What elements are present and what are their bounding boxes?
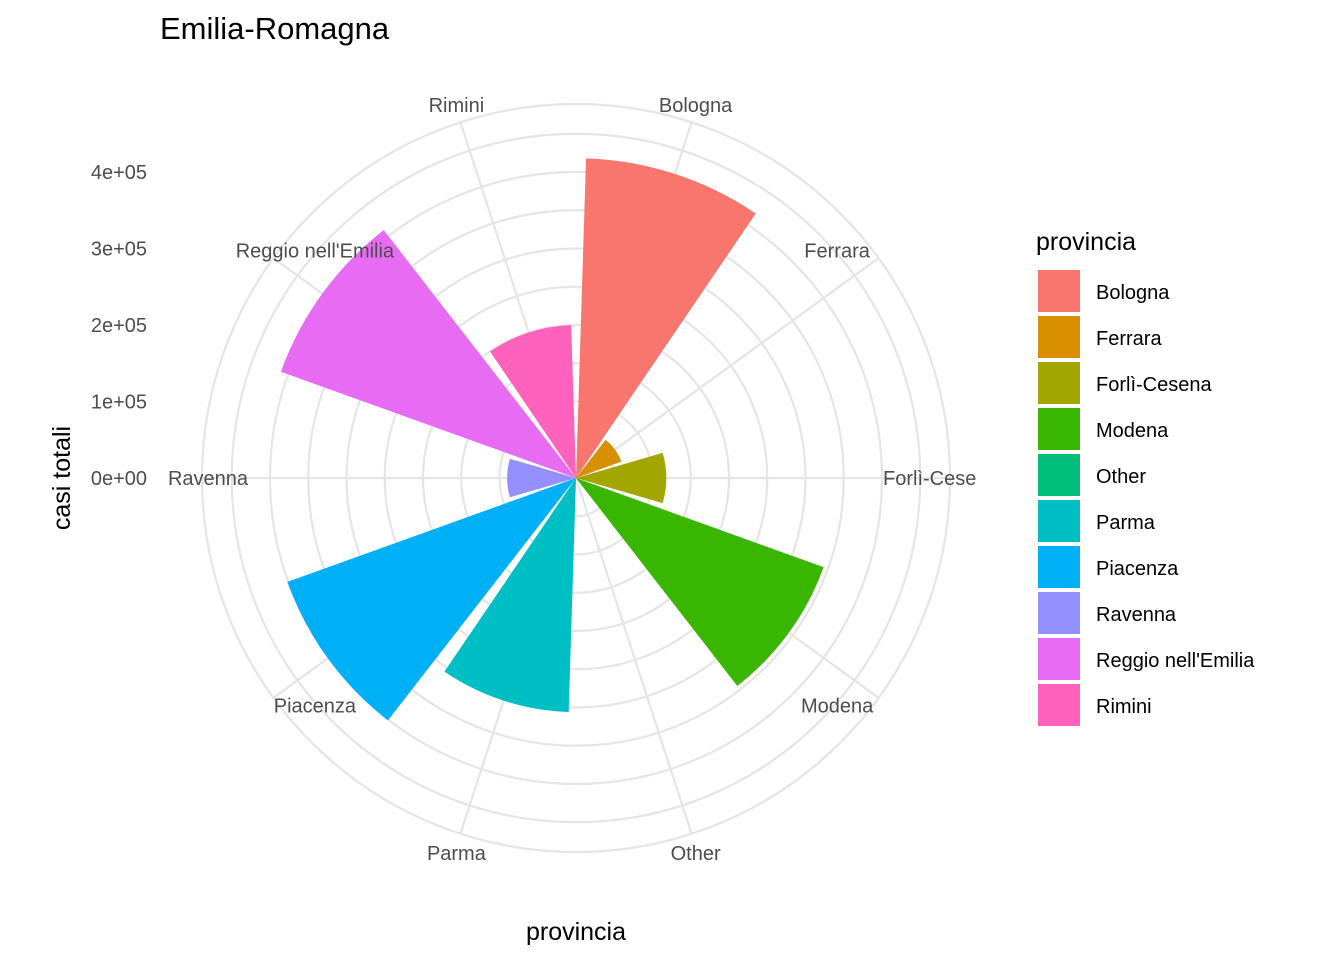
legend-label: Ravenna <box>1096 604 1177 626</box>
y-tick-labels: 0e+00 1e+05 2e+05 3e+05 4e+05 <box>91 162 147 490</box>
y-axis-title: casi totali <box>48 426 76 530</box>
chart-title: Emilia-Romagna <box>160 11 390 46</box>
bar-forl-cesena <box>576 452 667 504</box>
category-label: Modena <box>801 696 874 718</box>
y-tick-label: 1e+05 <box>91 392 147 414</box>
x-axis-title: provincia <box>526 918 626 946</box>
grid-spoke <box>575 257 880 479</box>
category-label: Ferrara <box>804 241 870 263</box>
legend-label: Ferrara <box>1096 328 1162 350</box>
legend-items: Bologna Ferrara Forlì-Cesena Modena Other Par… <box>1038 270 1255 726</box>
grid-spoke <box>574 477 693 835</box>
legend-title: provincia <box>1036 228 1136 256</box>
legend-label: Piacenza <box>1096 558 1179 580</box>
legend-swatch <box>1038 454 1080 496</box>
legend-label: Parma <box>1096 512 1156 534</box>
category-labels: Bologna Ferrara Forlì-Cese Modena Other Parma… <box>168 95 976 865</box>
legend-swatch <box>1038 500 1080 542</box>
legend-swatch <box>1038 638 1080 680</box>
category-label: Ravenna <box>168 468 249 490</box>
legend-label: Rimini <box>1096 696 1152 718</box>
y-tick-label: 3e+05 <box>91 239 147 261</box>
category-label: Forlì-Cese <box>883 468 976 490</box>
y-tick-label: 0e+00 <box>91 468 147 490</box>
category-label: Piacenza <box>274 696 357 718</box>
legend-label: Bologna <box>1096 282 1170 304</box>
bar-rimini <box>490 325 576 478</box>
bar-ferrara <box>576 439 622 478</box>
bar-modena <box>576 478 824 686</box>
category-label: Reggio nell'Emilia <box>236 241 395 263</box>
bar-reggio-nell-emilia <box>280 230 576 478</box>
legend-label: Other <box>1096 466 1146 488</box>
bar-piacenza <box>287 478 576 721</box>
legend-swatch <box>1038 684 1080 726</box>
category-label: Rimini <box>429 95 485 117</box>
legend-swatch <box>1038 316 1080 358</box>
legend-swatch <box>1038 408 1080 450</box>
legend-label: Reggio nell'Emilia <box>1096 650 1255 672</box>
bar-ravenna <box>507 458 576 498</box>
legend-swatch <box>1038 362 1080 404</box>
legend-label: Modena <box>1096 420 1169 442</box>
category-label: Parma <box>427 843 487 865</box>
legend: provincia Bologna Ferrara Forlì-Cesena Mode… <box>1036 228 1255 726</box>
legend-label: Forlì-Cesena <box>1096 374 1212 396</box>
bar-parma <box>444 478 576 712</box>
legend-swatch <box>1038 270 1080 312</box>
category-label: Other <box>671 843 721 865</box>
bars <box>280 158 824 721</box>
legend-swatch <box>1038 592 1080 634</box>
bar-bologna <box>576 158 756 478</box>
category-label: Bologna <box>659 95 733 117</box>
legend-swatch <box>1038 546 1080 588</box>
y-tick-label: 4e+05 <box>91 162 147 184</box>
y-tick-label: 2e+05 <box>91 315 147 337</box>
